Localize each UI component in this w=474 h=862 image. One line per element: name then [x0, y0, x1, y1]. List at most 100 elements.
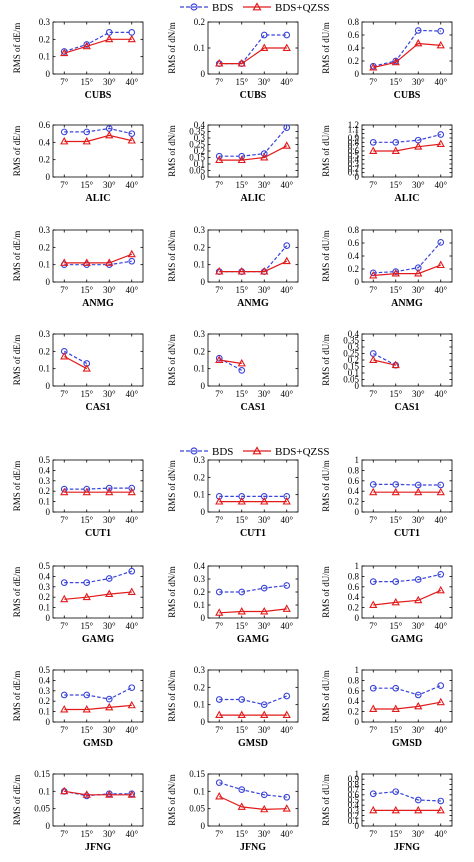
- data-point: [237, 267, 246, 275]
- y-axis-label: RMS of dU/m: [321, 460, 331, 512]
- station-label: ALIC: [85, 193, 110, 204]
- y-tick-label: 0.9: [348, 774, 360, 784]
- data-point: [283, 124, 291, 131]
- x-tick-label: 40°: [125, 515, 138, 525]
- data-point: [105, 702, 114, 711]
- y-tick-label: 0.6: [39, 120, 51, 130]
- y-axis-label: RMS of dN/m: [167, 460, 177, 512]
- series-bds-qzss: [60, 130, 136, 145]
- y-tick-label: 0.5: [348, 795, 360, 805]
- y-tick-label: 1.2: [348, 120, 359, 130]
- data-point: [260, 701, 268, 709]
- y-tick-label: 0.8: [348, 17, 360, 27]
- x-tick-label: 30°: [103, 725, 116, 735]
- x-tick-label: 40°: [125, 77, 138, 87]
- data-point: [436, 40, 445, 49]
- data-point: [215, 152, 223, 160]
- data-point: [238, 152, 246, 160]
- x-tick-label: 7°: [215, 829, 224, 839]
- y-tick-label: 0.8: [348, 675, 360, 685]
- x-tick-label: 40°: [434, 389, 447, 399]
- data-point: [127, 587, 136, 595]
- series-line: [64, 31, 132, 53]
- data-point: [237, 710, 246, 719]
- station-label: GMSD: [238, 738, 268, 749]
- data-point: [105, 695, 113, 703]
- axes-frame: [52, 229, 144, 283]
- series-line: [64, 134, 132, 143]
- y-tick-label: 0.1: [194, 600, 205, 610]
- series-line: [373, 241, 442, 274]
- x-tick-label: 7°: [60, 725, 69, 735]
- series-line: [64, 704, 132, 711]
- y-tick-label: 0.1: [39, 364, 50, 374]
- series-line: [219, 145, 288, 161]
- y-tick-label: 0.5: [39, 561, 51, 571]
- series-bds-qzss: [369, 805, 445, 814]
- y-tick-label: 0.3: [39, 582, 51, 592]
- series-bds-qzss: [369, 355, 400, 369]
- y-tick-label: 0.25: [343, 349, 359, 359]
- data-point: [282, 141, 291, 149]
- series-line: [373, 143, 441, 152]
- series-line: [373, 264, 442, 277]
- x-tick-label: 15°: [389, 829, 402, 839]
- series-bds-qzss: [369, 585, 445, 608]
- data-point: [260, 804, 269, 813]
- data-point: [369, 600, 378, 608]
- series-line: [373, 573, 441, 583]
- y-tick-label: 0.8: [348, 225, 360, 235]
- series-line: [64, 591, 132, 600]
- y-tick-label: 0.05: [34, 804, 50, 814]
- x-tick-label: 7°: [60, 829, 69, 839]
- series-line: [64, 253, 133, 264]
- data-point: [369, 62, 378, 71]
- y-tick-label: 0.2: [39, 696, 50, 706]
- series-bds: [369, 788, 445, 805]
- series-line: [64, 570, 132, 584]
- series-line: [219, 359, 242, 365]
- y-tick-label: 0.4: [39, 571, 51, 581]
- data-point: [283, 692, 291, 700]
- data-point: [436, 487, 445, 496]
- data-point: [105, 130, 114, 139]
- y-tick-label: 0: [201, 381, 206, 391]
- series-bds-qzss: [60, 587, 136, 603]
- y-tick-label: 0.1: [194, 43, 205, 53]
- series-bds-qzss: [60, 786, 136, 798]
- station-label: ANMG: [391, 298, 423, 309]
- x-tick-label: 15°: [80, 389, 93, 399]
- y-axis-label: RMS of dE/m: [12, 461, 22, 512]
- series-line: [373, 133, 441, 143]
- series-line: [373, 483, 441, 486]
- y-tick-label: 0: [201, 277, 206, 287]
- y-tick-label: 0.4: [348, 592, 360, 602]
- y-tick-label: 0.5: [39, 665, 51, 675]
- axes-frame: [52, 459, 144, 513]
- data-point: [60, 487, 69, 496]
- station-label: ALIC: [240, 193, 265, 204]
- y-tick-label: 0.2: [194, 587, 205, 597]
- series-bds: [215, 242, 291, 275]
- y-tick-label: 0: [355, 277, 360, 287]
- x-tick-label: 40°: [125, 621, 138, 631]
- y-tick-label: 0.2: [194, 682, 205, 692]
- data-point: [392, 481, 400, 488]
- data-point: [282, 497, 291, 505]
- x-tick-label: 30°: [103, 77, 116, 87]
- data-point: [437, 797, 445, 805]
- series-bds: [215, 124, 291, 160]
- x-tick-label: 7°: [369, 389, 378, 399]
- series-line: [373, 29, 441, 67]
- y-tick-label: 0.6: [348, 30, 360, 40]
- x-tick-label: 30°: [103, 180, 116, 190]
- panel-cas1-e: 0 0.1 0.2 0.3 7° 15° 30° 40° RMS of dE/m CAS1: [12, 329, 144, 413]
- data-point: [369, 350, 377, 357]
- station-label: GMSD: [392, 738, 422, 749]
- y-tick-label: 0.7: [348, 142, 360, 152]
- series-bds-qzss: [60, 249, 136, 266]
- data-point: [260, 584, 268, 592]
- data-point: [215, 696, 223, 703]
- data-point: [260, 150, 268, 157]
- data-point: [128, 684, 136, 692]
